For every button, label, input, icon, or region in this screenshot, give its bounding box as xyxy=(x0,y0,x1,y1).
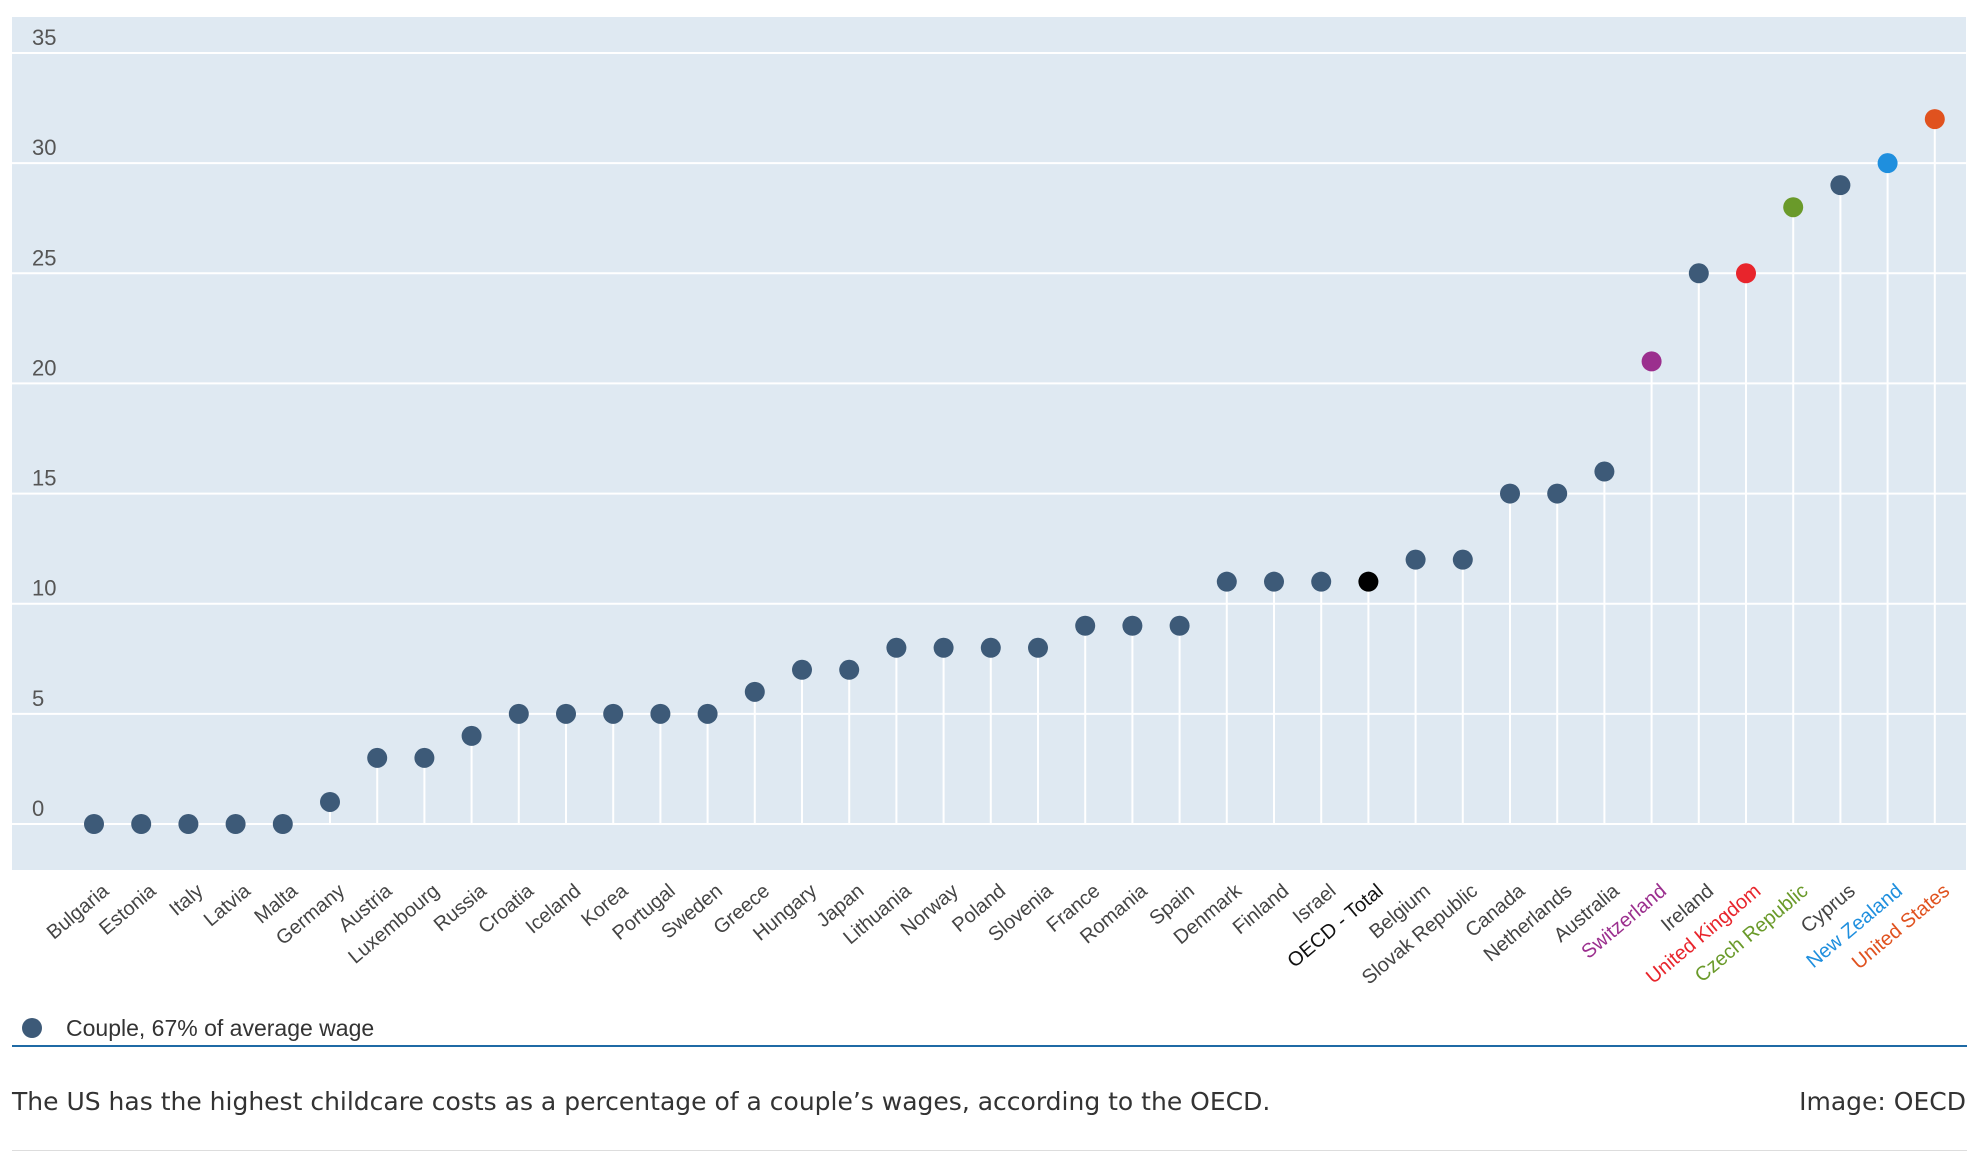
data-point xyxy=(792,659,812,680)
data-point xyxy=(1924,109,1945,130)
data-point xyxy=(1830,175,1851,196)
data-point xyxy=(1122,615,1143,636)
data-point xyxy=(933,637,954,658)
y-tick-label: 30 xyxy=(32,135,56,160)
plot-area xyxy=(12,17,1966,870)
data-point xyxy=(320,791,340,812)
data-point xyxy=(556,703,576,724)
data-point xyxy=(1547,483,1568,504)
data-point xyxy=(225,814,246,834)
y-tick-label: 15 xyxy=(32,466,56,491)
data-point xyxy=(1169,615,1190,636)
data-point xyxy=(461,725,482,746)
data-point xyxy=(839,659,860,680)
data-point xyxy=(131,814,152,834)
data-point xyxy=(272,814,293,834)
legend-divider xyxy=(12,1045,1967,1047)
data-point xyxy=(980,637,1001,658)
y-tick-label: 35 xyxy=(32,25,56,50)
data-point xyxy=(1028,637,1048,658)
y-tick-label: 25 xyxy=(32,245,56,270)
data-point xyxy=(1075,615,1096,636)
data-point xyxy=(697,703,718,724)
y-tick-label: 10 xyxy=(32,576,56,601)
data-point xyxy=(414,747,435,768)
y-tick-label: 5 xyxy=(32,686,44,711)
data-point xyxy=(1311,571,1332,592)
data-point xyxy=(84,814,104,834)
bottom-divider xyxy=(12,1150,1967,1151)
x-tick-label: Bulgaria xyxy=(43,879,114,944)
data-points xyxy=(84,109,1945,834)
data-point xyxy=(1216,571,1237,592)
data-point xyxy=(1452,549,1473,570)
data-point xyxy=(1264,571,1284,592)
data-point xyxy=(178,814,199,834)
data-point xyxy=(1641,351,1662,372)
data-point xyxy=(1358,571,1379,592)
data-point xyxy=(1877,153,1898,174)
data-point xyxy=(1783,197,1804,218)
stems xyxy=(329,119,1936,824)
data-point xyxy=(744,681,765,702)
y-tick-label: 20 xyxy=(32,355,56,380)
data-point xyxy=(603,703,624,724)
data-point xyxy=(1405,549,1426,570)
data-point xyxy=(1688,263,1709,284)
data-point xyxy=(508,703,529,724)
gridlines xyxy=(12,52,1966,825)
image-credit: Image: OECD xyxy=(1799,1087,1966,1116)
data-point xyxy=(367,747,388,768)
y-axis-ticks: 0 5 10 15 20 25 30 35 xyxy=(32,25,56,821)
data-point xyxy=(1736,263,1756,284)
legend-marker xyxy=(22,1018,42,1038)
legend-label: Couple, 67% of average wage xyxy=(66,1014,375,1041)
caption: The US has the highest childcare costs a… xyxy=(12,1087,1271,1116)
data-point xyxy=(1594,461,1615,482)
y-tick-label: 0 xyxy=(32,796,44,821)
x-tick-label: Latvia xyxy=(200,879,256,931)
data-point xyxy=(1500,483,1520,504)
data-point xyxy=(886,637,907,658)
data-point xyxy=(650,703,671,724)
legend: Couple, 67% of average wage xyxy=(22,1010,374,1046)
